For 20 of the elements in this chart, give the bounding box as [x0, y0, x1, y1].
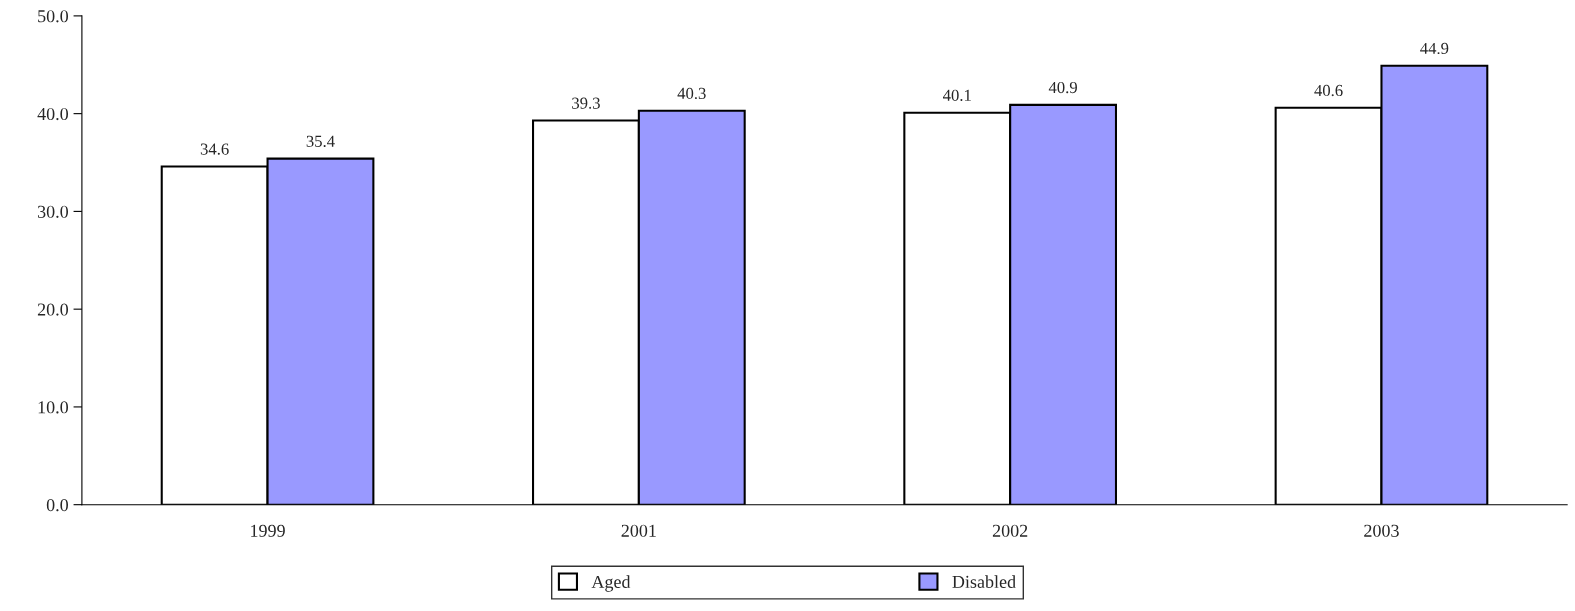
- y-tick-label: 0.0: [46, 498, 69, 512]
- x-tick-label: 2001: [621, 524, 656, 537]
- y-tick-label: 40.0: [37, 107, 69, 121]
- x-tick-label: 2003: [1364, 524, 1399, 537]
- x-tick-label: 2002: [992, 524, 1028, 537]
- data-label: 44.9: [1420, 42, 1449, 55]
- data-label: 40.1: [943, 89, 971, 102]
- legend-label: Aged: [591, 575, 631, 592]
- y-tick-label: 20.0: [37, 303, 69, 316]
- y-tick-label: 30.0: [37, 205, 69, 218]
- data-label: 40.9: [1048, 81, 1077, 94]
- data-label: 39.3: [572, 97, 600, 109]
- legend-label: Disabled: [952, 575, 1016, 588]
- x-tick-label: 1999: [251, 524, 285, 537]
- y-tick-label: 50.0: [38, 10, 69, 23]
- data-label: 35.4: [306, 135, 335, 147]
- data-label: 40.6: [1314, 84, 1343, 97]
- data-label: 40.3: [677, 87, 706, 100]
- y-tick-label: 10.0: [38, 401, 69, 414]
- data-label: 34.6: [200, 143, 229, 155]
